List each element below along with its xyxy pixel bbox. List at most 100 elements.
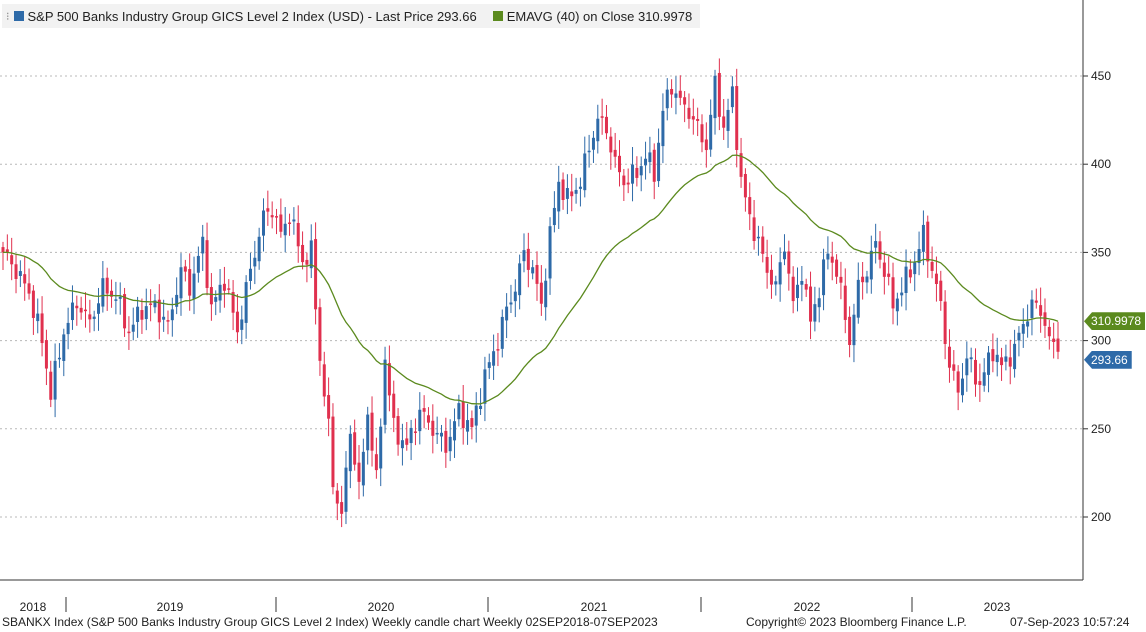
candle-body — [709, 114, 713, 150]
candle-body — [704, 139, 708, 151]
candle — [674, 76, 678, 115]
candle-body — [683, 97, 687, 105]
candle — [826, 236, 830, 270]
year-label-2019: 2019 — [157, 600, 184, 614]
candle-body — [956, 371, 960, 393]
candle — [466, 403, 470, 445]
candle — [904, 249, 908, 311]
candle — [835, 254, 839, 284]
candle — [1021, 308, 1025, 348]
candle-body — [874, 241, 878, 248]
candle — [261, 198, 265, 252]
candle — [379, 418, 383, 487]
legend-grip-icon[interactable]: ⁝ — [6, 10, 10, 23]
candle — [36, 298, 40, 334]
candle-body — [839, 276, 843, 283]
candle — [218, 269, 222, 313]
candle-body — [535, 264, 539, 284]
candle-body — [696, 118, 700, 121]
candle — [856, 262, 860, 324]
candle-body — [904, 266, 908, 293]
candle — [622, 168, 626, 202]
candle-body — [448, 436, 452, 452]
candle-body — [843, 285, 847, 320]
candle-body — [331, 416, 335, 488]
candle — [869, 235, 873, 294]
candle-body — [105, 277, 109, 294]
candle-body — [626, 182, 630, 185]
candle — [878, 231, 882, 269]
candle — [800, 265, 804, 302]
candle — [600, 98, 604, 135]
candle — [544, 268, 548, 321]
candle — [913, 251, 917, 292]
candle — [196, 246, 200, 283]
candle-body — [900, 292, 904, 296]
candle-body — [765, 257, 769, 273]
candle-body — [292, 219, 296, 222]
candle-body — [479, 405, 483, 410]
candle — [1004, 344, 1008, 371]
candle — [974, 348, 978, 397]
year-label-2021: 2021 — [581, 600, 608, 614]
candle — [665, 78, 669, 121]
candle-body — [353, 432, 357, 465]
candles — [1, 58, 1060, 528]
candle — [752, 199, 756, 250]
candle-body — [492, 351, 496, 366]
footer-timestamp: 07-Sep-2023 10:57:24 — [1010, 615, 1130, 629]
candle-body — [604, 116, 608, 134]
candle-body — [257, 236, 261, 262]
candle-body — [140, 310, 144, 320]
candle — [848, 306, 852, 358]
candle — [743, 168, 747, 212]
chart-legend[interactable]: ⁝ S&P 500 Banks Industry Group GICS Leve… — [2, 4, 701, 28]
candle-body — [665, 89, 669, 109]
footer-copyright: Copyright© 2023 Bloomberg Finance L.P. — [746, 615, 967, 629]
candle — [170, 297, 174, 337]
ytick-label-200: 200 — [1091, 510, 1111, 524]
candle-body — [887, 273, 891, 277]
candle-body — [261, 210, 265, 236]
candle-body — [635, 167, 639, 178]
legend-label-ema: EMAVG (40) on Close 310.9978 — [506, 8, 693, 24]
candle-body — [1034, 300, 1038, 303]
year-label-2020: 2020 — [368, 600, 395, 614]
candle-body — [322, 364, 326, 397]
candle-body — [183, 266, 187, 272]
candle — [5, 234, 9, 261]
candle-body — [340, 502, 344, 514]
candle — [361, 438, 365, 497]
candle — [23, 256, 27, 301]
candle-body — [53, 360, 57, 400]
candle — [444, 417, 448, 468]
candle-body — [348, 433, 352, 472]
candle — [813, 286, 817, 332]
candle — [683, 91, 687, 123]
candle-body — [674, 93, 678, 98]
candle-body — [248, 268, 252, 281]
candle — [144, 288, 148, 331]
candle-body — [127, 331, 131, 334]
candle — [461, 385, 465, 445]
candle — [157, 284, 161, 340]
candle-body — [848, 316, 852, 345]
candle — [92, 310, 96, 332]
candle — [1, 241, 5, 271]
candle-body — [574, 189, 578, 194]
candle-body — [409, 427, 413, 444]
candle-body — [1, 247, 5, 253]
ytick-label-450: 450 — [1091, 69, 1111, 83]
candle — [574, 177, 578, 204]
candle-body — [513, 291, 517, 302]
candle-body — [969, 357, 973, 360]
candle-body — [722, 116, 726, 128]
candle-body — [596, 118, 600, 142]
candle — [852, 303, 856, 363]
candle — [175, 277, 179, 315]
candle — [518, 254, 522, 310]
candle — [153, 294, 157, 314]
candle — [960, 363, 964, 403]
candle-body — [600, 116, 604, 118]
